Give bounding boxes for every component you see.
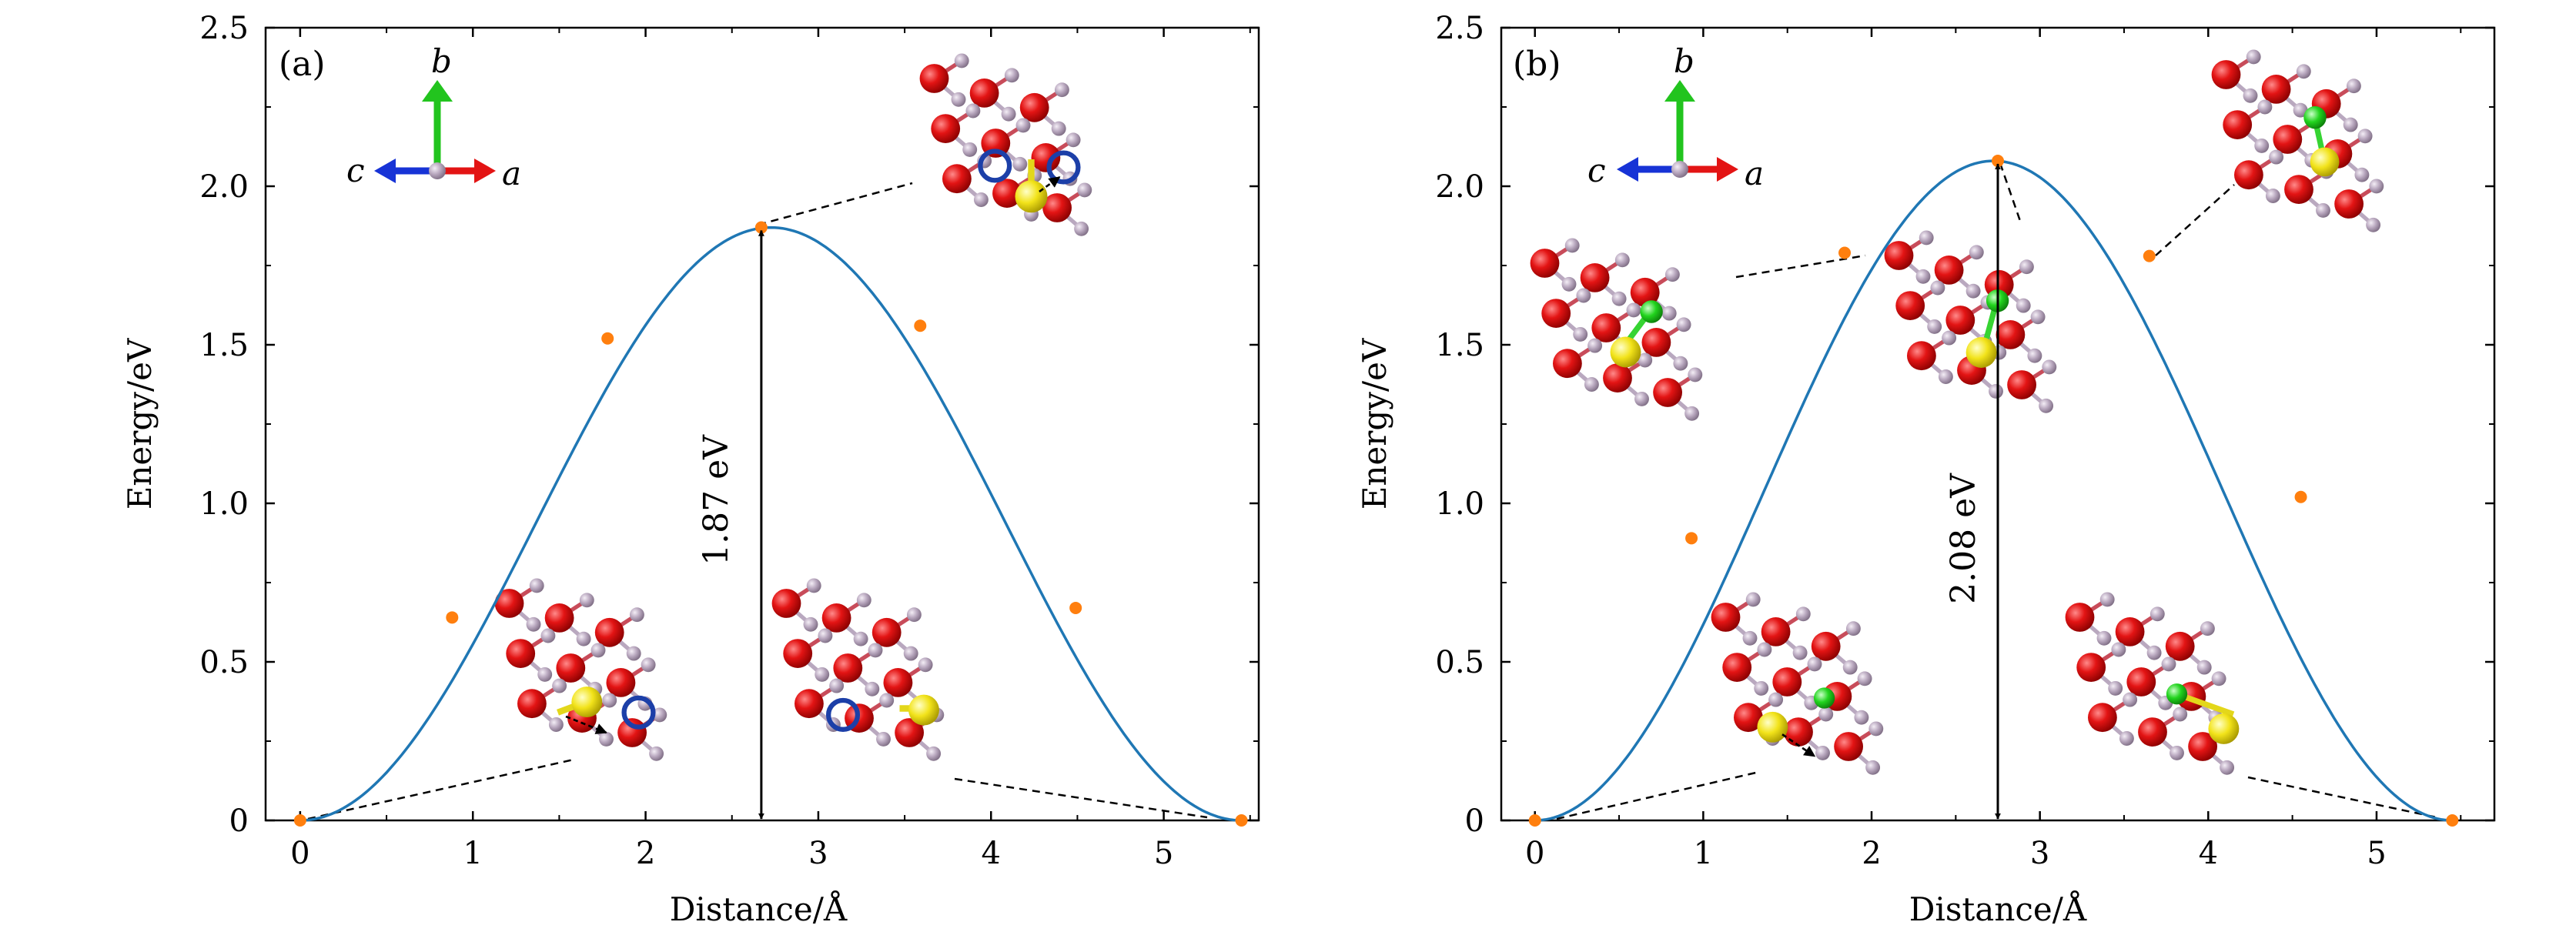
y-tick-label: 2.0: [199, 169, 249, 205]
axis-label-c: c: [346, 152, 365, 189]
x-tick-label: 4: [2199, 836, 2218, 871]
x-tick-label: 2: [636, 836, 655, 871]
energy-curve: [299, 225, 1242, 822]
y-tick-label: 1.5: [199, 328, 249, 363]
barrier-label: 2.08 eV: [1944, 473, 1983, 604]
data-point: [446, 611, 459, 624]
crystal-inset: [1711, 592, 1884, 775]
y-tick-label: 2.5: [199, 11, 249, 46]
data-point: [1235, 814, 1248, 827]
data-point: [2294, 490, 2307, 503]
crystal-inset: [1530, 238, 1703, 421]
data-point: [914, 319, 927, 332]
panel-label: (b): [1513, 45, 1561, 84]
axis-label-a: a: [502, 155, 521, 192]
x-tick-label: 4: [982, 836, 1001, 871]
crystal-inset: [771, 578, 945, 761]
leader-line: [1999, 162, 2022, 224]
y-tick-label: 1.0: [1435, 486, 1484, 522]
y-tick-label: 0.5: [1435, 645, 1484, 680]
crystal-inset: [1884, 230, 2057, 413]
y-axis-title: Energy/eV: [1356, 338, 1393, 509]
panel-a: (a) Energy/eV Distance/Å 0 1 2 3 4 5 0 0.5 1.0 1.…: [121, 11, 1260, 928]
axis-label-a: a: [1745, 155, 1764, 192]
crystal-inset: [2211, 49, 2384, 232]
y-tick-label: 0.5: [199, 645, 249, 680]
leader-line: [2155, 184, 2235, 256]
x-tick-label: 0: [290, 836, 309, 871]
y-tick-label: 1.0: [199, 486, 249, 522]
axis-label-b: b: [431, 42, 452, 80]
x-tick-label: 0: [1525, 836, 1544, 871]
crystal-axes-icon: [374, 80, 496, 183]
leader-line: [307, 758, 574, 820]
data-point: [293, 814, 306, 827]
data-point: [601, 332, 614, 345]
x-tick-label: 3: [2030, 836, 2049, 871]
crystal-inset: [2065, 592, 2240, 775]
tick-group: 0 1 2 3 4 5 0 0.5 1.0 1.5 2.0 2.5: [1435, 11, 2494, 871]
x-axis-title: Distance/Å: [1909, 890, 2087, 928]
y-tick-label: 2.5: [1435, 11, 1484, 46]
data-point: [2446, 814, 2459, 827]
crystal-inset: [494, 578, 667, 761]
y-tick-label: 0: [1465, 803, 1484, 839]
crystal-inset: [919, 53, 1092, 236]
axis-label-c: c: [1587, 152, 1606, 189]
y-tick-label: 2.0: [1435, 169, 1484, 205]
leader-line: [758, 182, 913, 226]
barrier-label: 1.87 eV: [697, 434, 736, 566]
data-point: [1069, 601, 1082, 614]
leader-line: [954, 777, 1208, 819]
x-tick-label: 3: [808, 836, 828, 871]
x-tick-label: 2: [1862, 836, 1881, 871]
panel-label: (a): [279, 45, 326, 84]
x-tick-label: 1: [1694, 836, 1713, 871]
tick-group: 0 1 2 3 4 5 0 0.5 1.0 1.5 2.0 2.5: [199, 11, 1259, 871]
axis-label-b: b: [1674, 42, 1694, 80]
leader-line: [2247, 776, 2437, 819]
data-point: [1838, 246, 1852, 259]
point-group: [293, 221, 1248, 827]
crystal-axes-icon: [1617, 80, 1738, 182]
x-axis-title: Distance/Å: [670, 890, 848, 928]
x-tick-label: 1: [463, 836, 482, 871]
data-point: [2143, 249, 2156, 262]
y-tick-label: 0: [229, 803, 249, 839]
panel-b: (b) Energy/eV Distance/Å 0 1 2 3 4 5 0 0.5 1.0 1.…: [1356, 11, 2496, 928]
data-point: [1528, 814, 1541, 827]
energy-curve: [1534, 159, 2453, 822]
x-tick-label: 5: [2367, 836, 2386, 871]
x-tick-label: 5: [1154, 836, 1173, 871]
leader-line: [1556, 770, 1760, 820]
leader-line: [1735, 254, 1866, 279]
y-tick-label: 1.5: [1435, 328, 1484, 363]
point-group: [1528, 155, 2459, 827]
y-axis-title: Energy/eV: [121, 338, 159, 509]
data-point: [1685, 532, 1698, 545]
